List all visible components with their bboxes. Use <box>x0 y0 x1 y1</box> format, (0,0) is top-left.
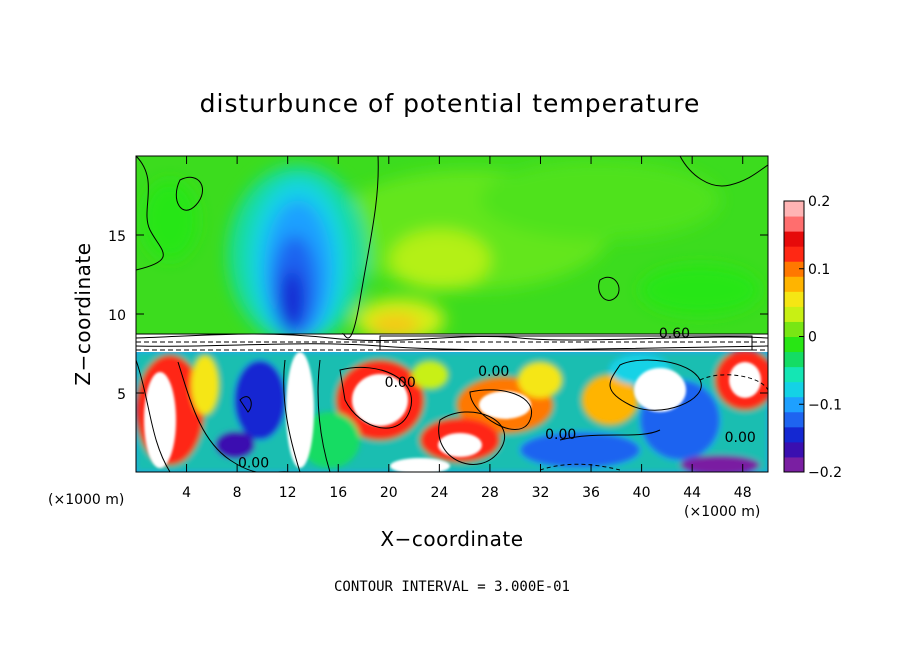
x-tick-label: 16 <box>329 485 347 501</box>
x-tick-label: 4 <box>182 485 191 501</box>
x-unit-right: (×1000 m) <box>684 504 760 520</box>
x-tick-label: 20 <box>380 485 398 501</box>
colorbar-segment <box>784 246 804 262</box>
colorbar-tick-label: −0.2 <box>808 465 842 481</box>
lower-field <box>136 352 768 472</box>
contour-label: 0.60 <box>659 326 690 342</box>
upper-field <box>136 156 768 334</box>
y-axis-ticks: 5 10 15 <box>108 229 768 403</box>
x-tick-label: 12 <box>279 485 297 501</box>
y-tick-label: 5 <box>117 387 126 403</box>
colorbar-segment <box>784 456 804 473</box>
colorbar-segment <box>784 351 804 368</box>
colorbar-segment <box>784 291 804 307</box>
transition-band <box>136 334 768 352</box>
colorbar-segment <box>784 261 804 277</box>
chart-title: disturbunce of potential temperature <box>200 89 701 118</box>
colorbar-segment <box>784 411 804 428</box>
x-tick-label: 24 <box>430 485 448 501</box>
colorbar-tick-label: −0.1 <box>808 397 842 413</box>
colorbar-segment <box>784 336 804 353</box>
colorbar-segment <box>784 276 804 292</box>
contour-labels: 0.60 0.00 0.00 0.00 0.00 0.00 <box>238 326 756 472</box>
colorbar-segment <box>784 201 804 217</box>
contour-label: 0.00 <box>725 430 756 446</box>
x-tick-label: 28 <box>481 485 499 501</box>
colorbar-segment <box>784 216 804 232</box>
colorbar-tick-label: 0.2 <box>808 194 830 210</box>
contour-label: 0.00 <box>545 427 576 443</box>
y-axis-label: Z−coordinate <box>71 242 95 385</box>
colorbar-segment <box>784 306 804 322</box>
contour-label: 0.00 <box>238 456 269 472</box>
x-tick-label: 44 <box>683 485 701 501</box>
contour-lines <box>136 156 768 472</box>
contour-interval-note: CONTOUR INTERVAL = 3.000E-01 <box>334 579 570 595</box>
colorbar-segment <box>784 426 804 443</box>
y-tick-label: 10 <box>108 308 126 324</box>
colorbar-segment <box>784 321 804 337</box>
colorbar-segment <box>784 396 804 413</box>
x-tick-label: 32 <box>532 485 550 501</box>
x-tick-label: 48 <box>734 485 752 501</box>
y-tick-label: 15 <box>108 229 126 245</box>
x-tick-label: 8 <box>233 485 242 501</box>
colorbar-ticks: 0.2 0.1 0 −0.1 −0.2 <box>799 194 842 481</box>
colorbar-segment <box>784 231 804 247</box>
colorbar-tick-label: 0 <box>808 330 817 346</box>
colorbar <box>784 201 804 473</box>
colorbar-segment <box>784 441 804 458</box>
contour-label: 0.00 <box>478 364 509 380</box>
colorbar-segment <box>784 381 804 398</box>
colorbar-segment <box>784 366 804 383</box>
x-axis-label: X−coordinate <box>380 527 523 551</box>
colorbar-tick-label: 0.1 <box>808 262 830 278</box>
x-tick-label: 40 <box>633 485 651 501</box>
contour-label: 0.00 <box>385 375 416 391</box>
plot-area: 0.60 0.00 0.00 0.00 0.00 0.00 <box>136 156 768 472</box>
x-tick-label: 36 <box>582 485 600 501</box>
x-unit-left: (×1000 m) <box>48 492 124 508</box>
x-axis-ticks: 4 8 12 16 20 24 28 32 36 40 44 48 <box>182 156 752 501</box>
